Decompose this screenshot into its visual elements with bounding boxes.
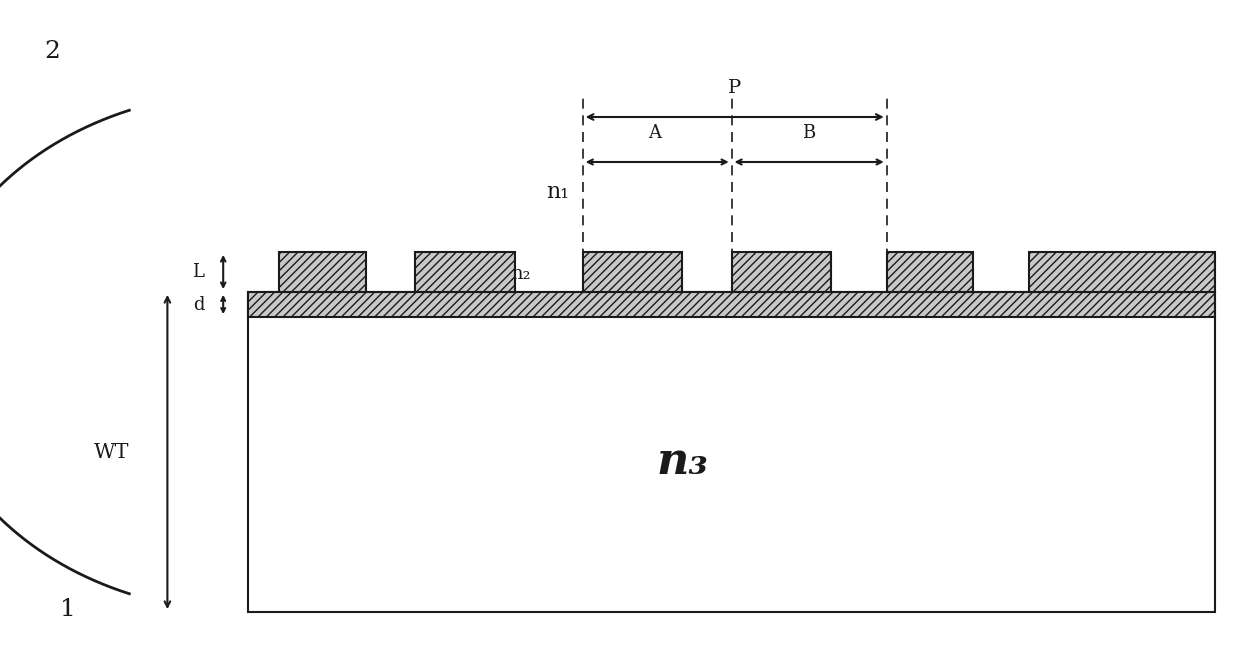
Text: n₃: n₃ (656, 441, 708, 483)
Text: 2: 2 (45, 41, 60, 63)
Bar (1029, 252, 1215, 292)
Bar (279, 252, 366, 292)
Text: P: P (728, 79, 742, 97)
Text: n₂: n₂ (511, 265, 531, 283)
Bar (732, 252, 831, 292)
Bar (583, 252, 682, 292)
Text: L: L (192, 263, 205, 281)
Bar (248, 292, 1215, 317)
Text: 1: 1 (61, 597, 76, 620)
Text: n₁: n₁ (547, 181, 569, 203)
Bar (248, 292, 1215, 612)
Bar (887, 252, 973, 292)
Text: d: d (192, 296, 205, 314)
Bar (415, 252, 515, 292)
Text: A: A (649, 124, 661, 142)
Text: B: B (802, 124, 815, 142)
Text: WT: WT (94, 443, 129, 461)
